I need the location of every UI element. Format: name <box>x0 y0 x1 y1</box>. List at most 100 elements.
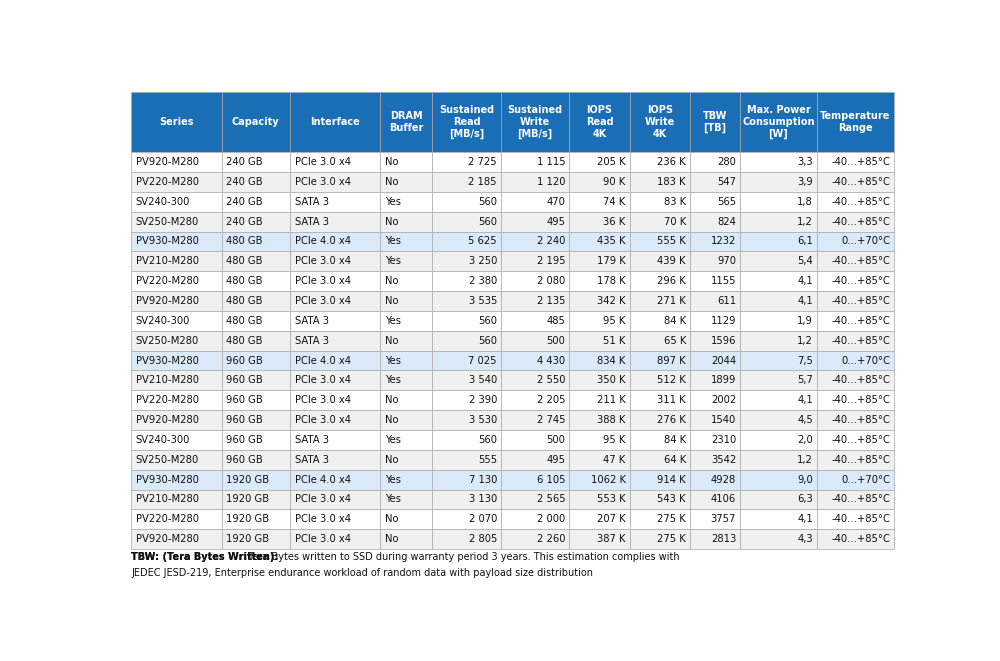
Bar <box>690 92 740 152</box>
Bar <box>740 271 817 291</box>
Text: 2 380: 2 380 <box>469 276 497 286</box>
Text: 555: 555 <box>478 455 497 465</box>
Bar <box>290 430 380 450</box>
Text: -40...+85°C: -40...+85°C <box>831 494 890 504</box>
Text: 1,8: 1,8 <box>797 197 813 207</box>
Bar <box>131 490 222 510</box>
Text: No: No <box>385 336 399 346</box>
Bar <box>630 510 690 529</box>
Bar <box>630 231 690 251</box>
Text: 565: 565 <box>717 197 736 207</box>
Bar <box>740 529 817 549</box>
Text: 470: 470 <box>547 197 565 207</box>
Bar <box>690 291 740 311</box>
Text: -40...+85°C: -40...+85°C <box>831 316 890 326</box>
Text: 1,2: 1,2 <box>797 217 813 227</box>
Text: 2 195: 2 195 <box>537 256 565 266</box>
Text: Interface: Interface <box>310 117 360 127</box>
Bar <box>290 152 380 172</box>
Text: 2 135: 2 135 <box>537 296 565 306</box>
Text: 240 GB: 240 GB <box>226 177 263 187</box>
Bar <box>290 92 380 152</box>
Bar <box>432 271 501 291</box>
Bar <box>432 330 501 350</box>
Bar <box>817 231 894 251</box>
Bar <box>131 390 222 410</box>
Bar <box>630 212 690 231</box>
Bar <box>380 470 432 490</box>
Text: 560: 560 <box>478 316 497 326</box>
Text: 2 745: 2 745 <box>537 415 565 425</box>
Text: PCIe 3.0 x4: PCIe 3.0 x4 <box>295 494 351 504</box>
Text: 897 K: 897 K <box>657 356 686 366</box>
Bar <box>131 470 222 490</box>
Bar <box>290 450 380 470</box>
Bar <box>501 271 569 291</box>
Bar <box>222 410 290 430</box>
Text: 1129: 1129 <box>711 316 736 326</box>
Text: 90 K: 90 K <box>603 177 626 187</box>
Bar <box>380 410 432 430</box>
Text: 6 105: 6 105 <box>537 475 565 485</box>
Text: 211 K: 211 K <box>597 395 626 405</box>
Bar <box>817 92 894 152</box>
Bar <box>131 92 222 152</box>
Bar <box>131 271 222 291</box>
Bar <box>131 330 222 350</box>
Text: PV920-M280: PV920-M280 <box>136 157 199 167</box>
Bar <box>690 450 740 470</box>
Text: 65 K: 65 K <box>664 336 686 346</box>
Bar <box>290 470 380 490</box>
Text: No: No <box>385 296 399 306</box>
Bar <box>290 350 380 370</box>
Text: 6,3: 6,3 <box>797 494 813 504</box>
Bar <box>630 271 690 291</box>
Text: 207 K: 207 K <box>597 514 626 524</box>
Bar <box>380 311 432 330</box>
Bar <box>569 231 630 251</box>
Text: PCIe 3.0 x4: PCIe 3.0 x4 <box>295 534 351 544</box>
Text: 387 K: 387 K <box>597 534 626 544</box>
Bar <box>432 390 501 410</box>
Text: No: No <box>385 217 399 227</box>
Text: SATA 3: SATA 3 <box>295 217 329 227</box>
Bar <box>690 330 740 350</box>
Bar <box>222 430 290 450</box>
Bar <box>740 370 817 390</box>
Bar <box>817 410 894 430</box>
Text: 280: 280 <box>717 157 736 167</box>
Bar <box>131 212 222 231</box>
Text: Yes: Yes <box>385 494 401 504</box>
Text: 2813: 2813 <box>711 534 736 544</box>
Bar <box>432 490 501 510</box>
Bar <box>817 330 894 350</box>
Text: 240 GB: 240 GB <box>226 197 263 207</box>
Text: 543 K: 543 K <box>657 494 686 504</box>
Bar <box>690 271 740 291</box>
Text: 51 K: 51 K <box>603 336 626 346</box>
Text: PV210-M280: PV210-M280 <box>136 494 199 504</box>
Text: 553 K: 553 K <box>597 494 626 504</box>
Bar <box>630 350 690 370</box>
Text: 2 070: 2 070 <box>469 514 497 524</box>
Text: 70 K: 70 K <box>664 217 686 227</box>
Text: 3 130: 3 130 <box>469 494 497 504</box>
Bar <box>501 152 569 172</box>
Bar <box>432 192 501 212</box>
Text: 0...+70°C: 0...+70°C <box>841 237 890 247</box>
Bar <box>290 330 380 350</box>
Bar <box>380 271 432 291</box>
Bar <box>501 490 569 510</box>
Bar <box>290 192 380 212</box>
Text: 311 K: 311 K <box>657 395 686 405</box>
Text: 1920 GB: 1920 GB <box>226 475 269 485</box>
Bar <box>131 510 222 529</box>
Bar <box>690 231 740 251</box>
Bar <box>432 529 501 549</box>
Bar <box>740 410 817 430</box>
Bar <box>817 172 894 192</box>
Bar <box>569 430 630 450</box>
Text: 1 115: 1 115 <box>537 157 565 167</box>
Text: 1,2: 1,2 <box>797 336 813 346</box>
Text: 1920 GB: 1920 GB <box>226 534 269 544</box>
